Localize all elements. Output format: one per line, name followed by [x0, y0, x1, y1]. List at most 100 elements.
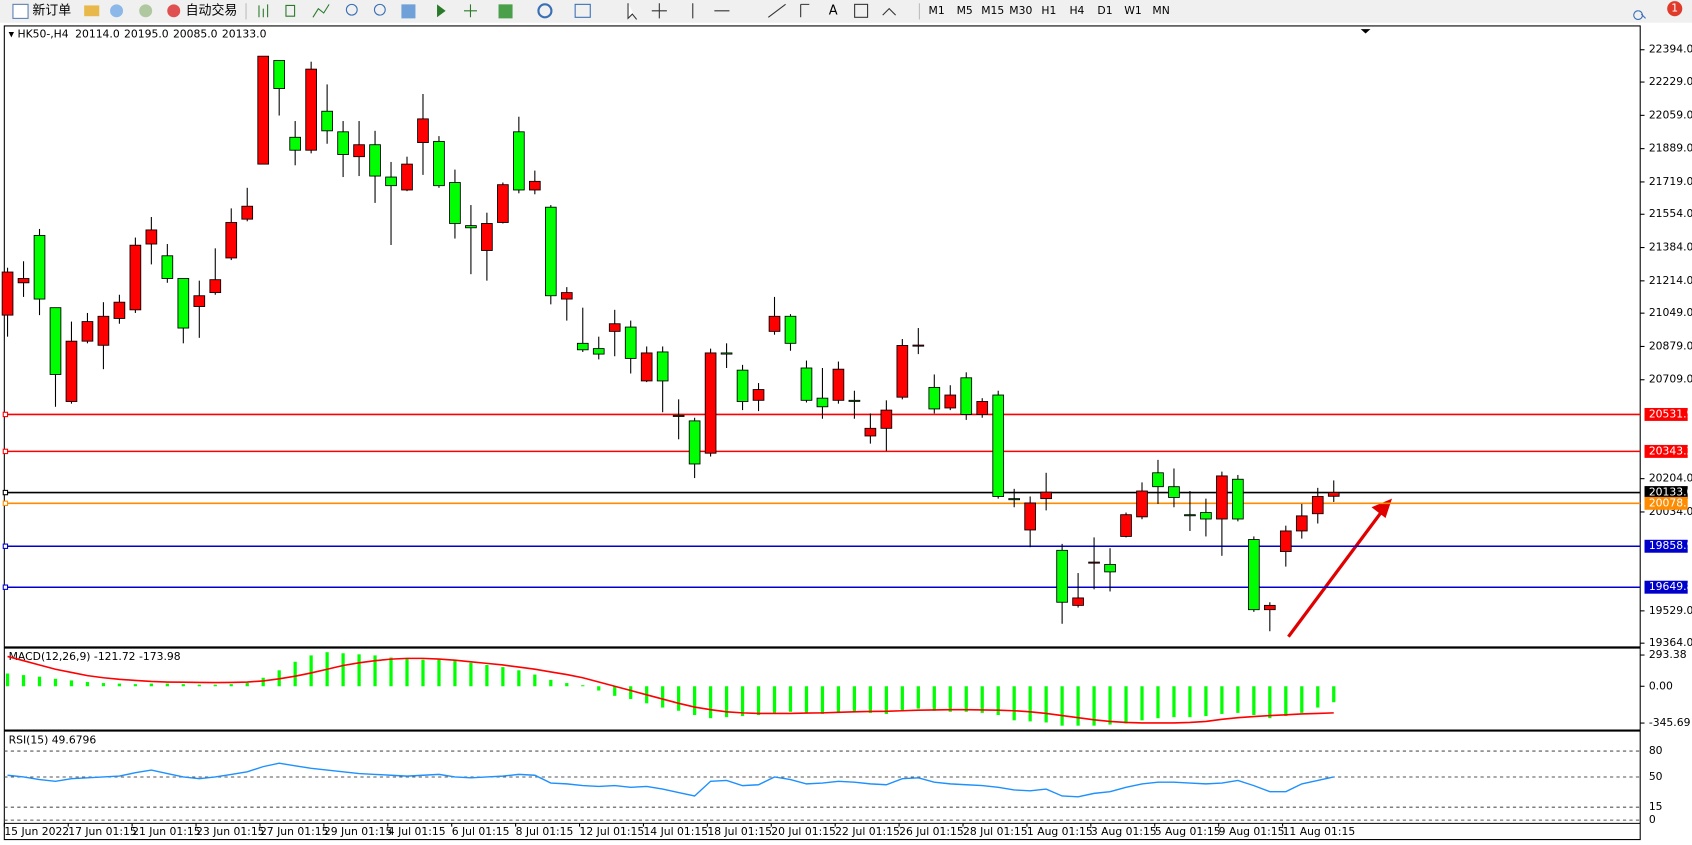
symbol: ▾	[9, 28, 18, 41]
new-order-button[interactable]: 新订单	[32, 2, 71, 18]
candle-body	[896, 345, 909, 398]
annotation-arrow	[1287, 504, 1388, 638]
toolbar: 新订单 自动交易 A M1 M5 M15 M30 H1 H4 D1 W1 MN 1	[0, 0, 1692, 23]
indicators-icon[interactable]	[498, 4, 513, 19]
candle-body	[433, 140, 445, 187]
rsi-label: RSI(15) 49.6796	[9, 733, 97, 746]
y-tick-label: 21384.0	[1649, 241, 1692, 254]
periods-icon[interactable]	[537, 3, 553, 19]
macd-bar	[852, 686, 857, 712]
level-label: 20343.2	[1649, 444, 1692, 457]
timeframe-button[interactable]: H1	[1041, 4, 1056, 17]
macd-bar	[213, 684, 217, 687]
arrows-tool[interactable]	[882, 7, 897, 16]
label-tool[interactable]	[854, 3, 869, 18]
candle-body	[1311, 496, 1324, 515]
macd-bar	[900, 686, 904, 711]
macd-bar	[21, 675, 26, 687]
x-tick-label: 20 Jul 01:15	[771, 825, 836, 838]
candle-body	[1200, 512, 1212, 520]
y-tick-label: 0.00	[1649, 679, 1673, 692]
candle-body	[257, 55, 270, 165]
level-tag	[1644, 444, 1688, 458]
zoom-in-icon[interactable]	[345, 3, 358, 16]
notification-badge[interactable]	[1667, 1, 1683, 17]
timeframe-button[interactable]: H4	[1069, 4, 1084, 17]
candle-body	[768, 315, 781, 332]
candle-body	[688, 420, 701, 465]
candle-body	[720, 352, 733, 355]
timeframe-button[interactable]: W1	[1124, 4, 1142, 17]
y-tick-label: 21719.0	[1649, 175, 1692, 188]
level-label: 20531.9	[1649, 407, 1692, 420]
crosshair-icon[interactable]	[651, 3, 667, 19]
macd-bar	[421, 659, 425, 687]
macd-bar	[261, 677, 265, 687]
macd-bar	[613, 686, 617, 696]
toolbar-icon[interactable]	[110, 4, 124, 18]
y-tick-label: -345.69	[1649, 716, 1691, 729]
zoom-out-icon[interactable]	[373, 3, 386, 16]
macd-bar	[836, 686, 841, 713]
x-tick-label: 3 Aug 01:15	[1091, 825, 1157, 838]
candle-body	[976, 401, 989, 415]
candle-body	[1232, 478, 1244, 520]
cursor-icon[interactable]	[627, 3, 638, 20]
level-label: 20078.1	[1649, 496, 1692, 509]
toolbar-icon[interactable]	[84, 5, 100, 17]
x-tick-label: 14 Jul 01:15	[643, 825, 708, 838]
y-tick-label: 20879.0	[1649, 339, 1692, 352]
y-tick-label: 80	[1649, 744, 1663, 757]
candle-body	[1136, 490, 1148, 518]
candle-body	[816, 397, 829, 408]
timeframe-button[interactable]: M15	[981, 4, 1004, 17]
drawing-tools[interactable]	[692, 3, 810, 19]
templates-icon[interactable]	[574, 3, 591, 18]
macd-bar	[1252, 686, 1256, 716]
macd-bar	[1236, 686, 1240, 713]
candle-body	[273, 60, 286, 89]
y-tick-label: 20709.0	[1649, 373, 1692, 386]
macd-bar	[1300, 686, 1304, 713]
macd-bar	[181, 684, 185, 687]
shift-marker	[1360, 29, 1371, 34]
shift-icon[interactable]	[464, 4, 477, 18]
x-tick-label: 12 Jul 01:15	[580, 825, 645, 838]
candle-body	[1104, 564, 1116, 573]
level-tag	[1644, 580, 1688, 594]
timeframe-button[interactable]: M30	[1009, 4, 1032, 17]
macd-bar	[708, 686, 713, 719]
candle-body	[177, 278, 190, 329]
bar-chart-icon[interactable]	[258, 4, 269, 18]
macd-bar	[996, 686, 1000, 716]
level-handle	[2, 411, 9, 418]
line-chart-icon[interactable]	[312, 4, 330, 18]
timeframe-button[interactable]: D1	[1097, 4, 1112, 17]
auto-trading-icon[interactable]	[167, 4, 181, 18]
candle-body	[49, 307, 62, 375]
text-tool[interactable]: A	[829, 3, 838, 18]
rsi-line	[7, 762, 1334, 798]
auto-trading-button[interactable]: 自动交易	[186, 2, 238, 18]
macd-bar	[101, 683, 106, 687]
candle-icon[interactable]	[285, 4, 296, 17]
candle-body	[1152, 472, 1164, 488]
toolbar-icon[interactable]	[139, 4, 153, 18]
search-icon[interactable]	[1633, 10, 1646, 20]
timeframe-button[interactable]: M1	[929, 4, 945, 17]
candle-body	[193, 295, 206, 307]
timeframe-button[interactable]: MN	[1152, 4, 1169, 17]
macd-bar	[1268, 686, 1272, 719]
x-tick-label: 4 Jul 01:15	[388, 825, 446, 838]
timeframe-button[interactable]: M5	[957, 4, 973, 17]
candle-body	[369, 144, 381, 177]
new-order-icon[interactable]	[12, 3, 29, 19]
macd-bar	[1060, 686, 1064, 726]
y-tick-label: 21889.0	[1649, 142, 1692, 155]
macd-bar	[1140, 686, 1144, 721]
scroll-icon[interactable]	[437, 4, 446, 18]
candle-body	[81, 321, 94, 342]
level-handle	[2, 500, 9, 507]
tile-icon[interactable]	[401, 4, 416, 19]
